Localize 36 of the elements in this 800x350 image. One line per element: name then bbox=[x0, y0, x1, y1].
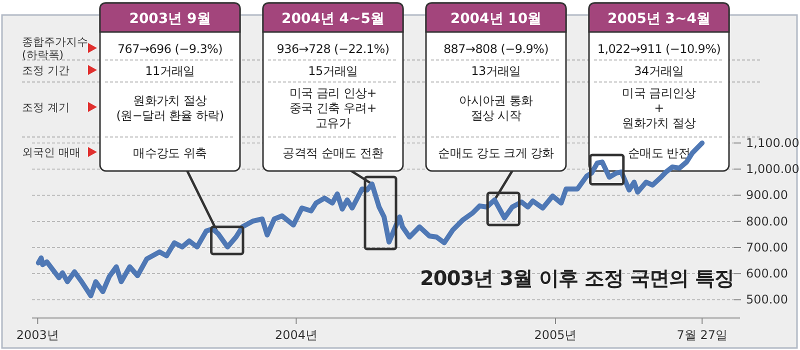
y-tick-label: 1,100.00 bbox=[746, 136, 800, 150]
x-tick-label: 2003년 bbox=[16, 328, 59, 342]
annotation: 미국 금리 인상+ 중국 긴축 우려+ 고유가 bbox=[290, 86, 376, 130]
annotation: 11거래일 bbox=[145, 64, 195, 78]
y-tick-label: 700.00 bbox=[746, 240, 788, 254]
y-tick-label: 500.00 bbox=[746, 292, 788, 307]
annotation: 2003년 9월 bbox=[129, 11, 211, 27]
annotation: 1,022→911 (−10.9%) bbox=[597, 42, 721, 56]
annotation: 13거래일 bbox=[471, 64, 521, 78]
annotation: 매수강도 위축 bbox=[133, 146, 208, 160]
annotation: 원화가치 절상 (원−달러 환율 하락) bbox=[116, 94, 224, 122]
annotation: 공격적 순매도 전환 bbox=[282, 146, 384, 160]
annotation: 아시아권 통화 절상 시작 bbox=[459, 94, 534, 122]
annotation: 34거래일 bbox=[634, 64, 684, 78]
y-tick-label: 900.00 bbox=[746, 188, 788, 202]
annotation: 종합주가지수 (하락폭) bbox=[22, 36, 88, 62]
x-tick-label: 2004년 bbox=[274, 328, 318, 342]
annotation: 2004년 10월 bbox=[450, 11, 542, 27]
annotation: 767→696 (−9.3%) bbox=[117, 42, 223, 56]
annotation: 미국 금리인상 + 원화가치 절상 bbox=[622, 86, 696, 130]
annotation: 2005년 3~4월 bbox=[607, 11, 711, 27]
annotation: 순매도 강도 크게 강화 bbox=[438, 146, 554, 160]
y-tick-label: 1,000.00 bbox=[746, 162, 800, 176]
text: 2003년 3월 이후 조정 국면의 특징 bbox=[420, 266, 734, 290]
annotation: 887→808 (−9.9%) bbox=[443, 42, 549, 56]
annotation: 2004년 4~5월 bbox=[281, 11, 385, 27]
x-tick-label: 2005년 bbox=[534, 328, 577, 342]
annotation: 15거래일 bbox=[308, 64, 358, 78]
y-tick-label: 800.00 bbox=[746, 214, 788, 228]
y-tick-label: 600.00 bbox=[746, 266, 788, 281]
annotation: 순매도 반전 bbox=[628, 146, 690, 160]
annotation: 외국인 매매 bbox=[22, 146, 80, 159]
annotation: 조정 기간 bbox=[22, 64, 70, 77]
annotation: 조정 계기 bbox=[22, 101, 70, 114]
x-tick-label: 7월 27일 bbox=[676, 328, 728, 342]
annotation: 936→728 (−22.1%) bbox=[276, 42, 390, 56]
